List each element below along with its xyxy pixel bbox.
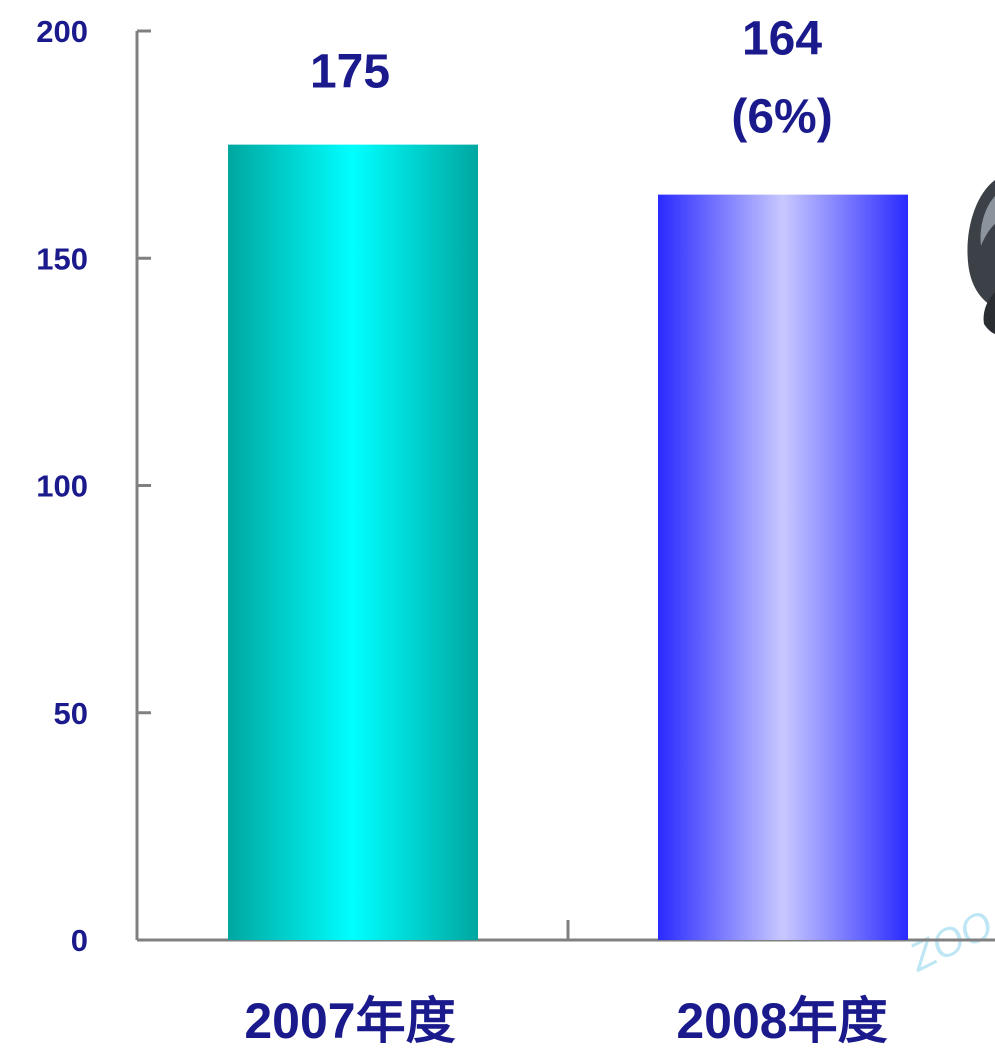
y-tick-label: 100 bbox=[36, 469, 88, 504]
data-label-percent: (6%) bbox=[731, 91, 832, 144]
bar-2008 bbox=[658, 194, 908, 940]
data-label-value: 175 bbox=[310, 46, 390, 99]
helmet-icon bbox=[967, 180, 995, 334]
bar-2007 bbox=[228, 144, 478, 940]
y-tick-label: 150 bbox=[36, 241, 88, 276]
data-label-value: 164 bbox=[742, 13, 822, 66]
watermark-text: ZOO bbox=[902, 903, 995, 981]
y-tick-label: 0 bbox=[71, 923, 88, 958]
y-tick-label: 50 bbox=[54, 696, 88, 731]
y-tick-label: 200 bbox=[36, 14, 88, 49]
x-category-label: 2007年度 bbox=[244, 993, 455, 1049]
x-category-label: 2008年度 bbox=[676, 993, 887, 1049]
